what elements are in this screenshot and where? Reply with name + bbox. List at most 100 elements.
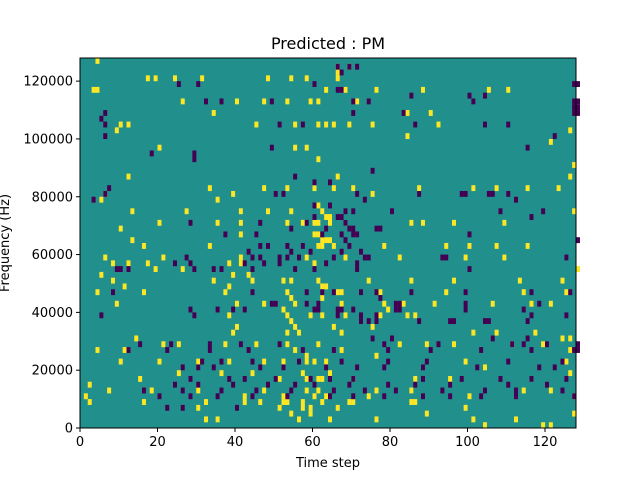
heatmap-cell-low xyxy=(192,150,197,157)
heatmap-cell-low xyxy=(196,364,201,371)
heatmap-cell-high xyxy=(138,375,143,382)
heatmap-cell-high xyxy=(347,399,352,405)
heatmap-cell-high xyxy=(494,329,499,336)
heatmap-cell-low xyxy=(335,306,340,313)
heatmap-cell-low xyxy=(215,306,220,313)
heatmap-cell-low xyxy=(386,347,391,353)
heatmap-cell-low xyxy=(463,300,468,307)
heatmap-cell-high xyxy=(118,121,123,128)
heatmap-cell-high xyxy=(293,121,298,128)
heatmap-cell-high xyxy=(467,243,472,249)
heatmap-cell-low xyxy=(312,381,317,388)
heatmap-cell-high xyxy=(300,404,305,411)
heatmap-cell-low xyxy=(277,121,282,128)
heatmap-cell-high xyxy=(312,219,317,226)
heatmap-cell-high xyxy=(541,341,546,348)
heatmap-cell-high xyxy=(324,214,329,220)
heatmap-cell-low xyxy=(521,306,526,313)
heatmap-cell-low xyxy=(409,289,414,296)
heatmap-cell-low xyxy=(312,81,317,88)
heatmap-cell-high xyxy=(494,243,499,249)
heatmap-cell-high xyxy=(161,341,166,348)
heatmap-cell-low xyxy=(529,347,534,353)
heatmap-cell-high xyxy=(231,329,236,336)
heatmap-cell-high xyxy=(339,347,344,353)
heatmap-cell-low xyxy=(320,289,325,296)
heatmap-cell-high xyxy=(316,219,321,226)
heatmap-cell-high xyxy=(421,219,425,226)
heatmap-cell-high xyxy=(87,381,92,388)
heatmap-cell-low xyxy=(529,312,534,319)
heatmap-cells xyxy=(83,58,580,429)
heatmap-cell-low xyxy=(386,381,391,388)
heatmap-cell-high xyxy=(382,243,387,249)
heatmap-cell-high xyxy=(576,266,580,273)
heatmap-cell-low xyxy=(401,110,406,116)
heatmap-cell-low xyxy=(304,289,309,296)
heatmap-cell-high xyxy=(111,260,115,267)
heatmap-cell-high xyxy=(564,289,569,296)
heatmap-cell-high xyxy=(401,300,406,307)
heatmap-cell-low xyxy=(374,312,379,319)
heatmap-cell-high xyxy=(413,312,418,319)
heatmap-cell-high xyxy=(471,185,476,192)
heatmap-cell-high xyxy=(196,387,201,394)
heatmap-cell-low xyxy=(324,260,329,267)
heatmap-cell-low xyxy=(483,121,487,128)
heatmap-cell-low xyxy=(192,312,197,319)
heatmap-cell-high xyxy=(277,404,282,411)
heatmap-cell-low xyxy=(475,364,480,371)
heatmap-cell-low xyxy=(308,248,313,255)
heatmap-cell-high xyxy=(397,341,402,348)
heatmap-cell-high xyxy=(145,260,150,267)
heatmap-cell-high xyxy=(328,416,332,423)
heatmap-cell-high xyxy=(467,393,472,400)
heatmap-cell-low xyxy=(339,214,344,220)
heatmap-cell-high xyxy=(285,219,290,226)
heatmap-cell-low xyxy=(196,381,201,388)
heatmap-cell-low xyxy=(409,92,414,99)
heatmap-cell-low xyxy=(262,260,267,267)
heatmap-cell-low xyxy=(382,393,387,400)
heatmap-cell-high xyxy=(490,300,495,307)
heatmap-cell-high xyxy=(215,196,220,203)
heatmap-cell-low xyxy=(331,387,336,394)
heatmap-cell-low xyxy=(196,81,201,88)
heatmap-cell-high xyxy=(378,312,383,319)
heatmap-cell-low xyxy=(576,347,580,353)
heatmap-cell-high xyxy=(289,318,294,325)
heatmap-cell-low xyxy=(483,92,487,99)
heatmap-cell-high xyxy=(335,69,340,76)
heatmap-cell-low xyxy=(304,219,309,226)
heatmap-cell-low xyxy=(537,300,542,307)
heatmap-cell-low xyxy=(192,266,197,273)
heatmap-cell-low xyxy=(165,347,170,353)
heatmap-cell-low xyxy=(180,364,185,371)
heatmap-cell-high xyxy=(328,370,332,377)
x-tick-label: 40 xyxy=(227,435,244,450)
heatmap-cell-low xyxy=(351,225,356,232)
heatmap-cell-low xyxy=(506,121,511,128)
heatmap-cell-high xyxy=(285,289,290,296)
x-axis: 0 20 40 60 80 100 120 xyxy=(76,428,557,450)
heatmap-cell-low xyxy=(254,387,259,394)
heatmap-cell-low xyxy=(328,179,332,186)
heatmap-cell-low xyxy=(560,358,565,365)
heatmap-cell-low xyxy=(312,214,317,220)
heatmap-cell-low xyxy=(351,110,356,116)
heatmap-cell-low xyxy=(440,387,445,394)
heatmap-cell-low xyxy=(250,266,255,273)
y-tick-label: 40000 xyxy=(32,306,73,321)
heatmap-cell-low xyxy=(459,190,464,197)
heatmap-cell-low xyxy=(382,341,387,348)
heatmap-cell-high xyxy=(568,347,573,353)
heatmap-cell-low xyxy=(390,335,394,342)
heatmap-cell-high xyxy=(227,283,232,290)
heatmap-cell-low xyxy=(207,347,212,353)
heatmap-cell-low xyxy=(266,243,270,249)
heatmap-cell-high xyxy=(331,243,336,249)
heatmap-cell-high xyxy=(235,98,239,105)
heatmap-cell-low xyxy=(335,214,340,220)
heatmap-cell-low xyxy=(250,254,255,261)
heatmap-cell-high xyxy=(176,341,181,348)
